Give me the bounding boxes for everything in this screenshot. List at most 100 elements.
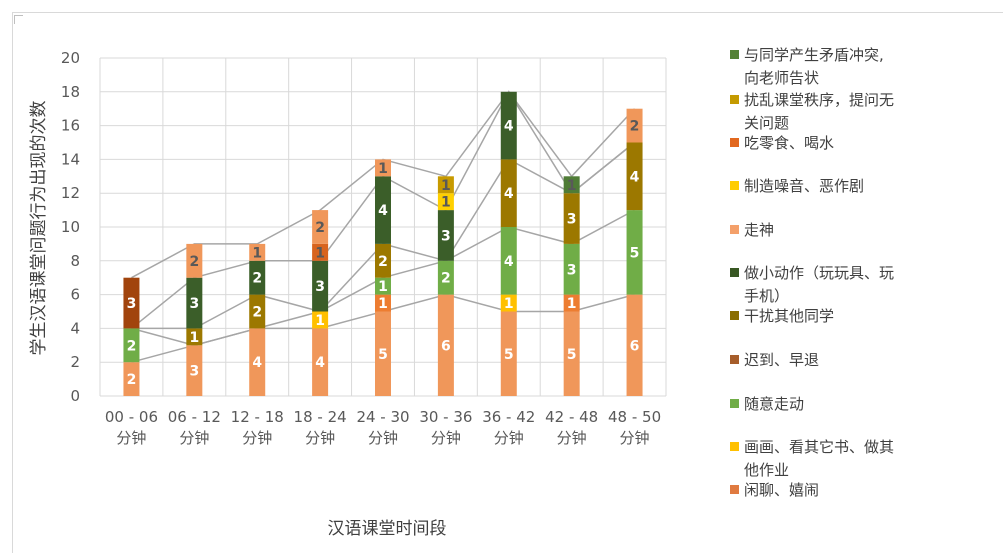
data-label: 1 <box>378 296 388 312</box>
y-tick-label: 10 <box>61 218 80 236</box>
bar-segment <box>437 193 454 211</box>
data-label: 1 <box>378 279 388 295</box>
x-tick-label: 24 - 30 <box>356 408 409 426</box>
data-label: 2 <box>252 271 262 287</box>
y-tick-label: 8 <box>70 252 80 270</box>
bar-segment <box>500 91 517 160</box>
data-label: 3 <box>127 296 137 312</box>
x-tick-label: 00 - 06 <box>105 408 158 426</box>
x-tick-label: 06 - 12 <box>168 408 221 426</box>
data-label: 1 <box>252 245 262 261</box>
legend-label: 迟到、早退 <box>744 351 819 369</box>
chart-frame <box>12 12 1003 553</box>
y-tick-label: 20 <box>61 49 80 67</box>
data-label: 2 <box>127 372 137 388</box>
data-label: 1 <box>441 195 451 211</box>
resize-handle[interactable] <box>14 15 23 24</box>
bar-segment <box>375 311 391 396</box>
data-label: 4 <box>378 203 388 219</box>
y-tick-label: 12 <box>61 184 80 202</box>
y-tick-label: 16 <box>61 117 80 135</box>
bar-segment <box>375 159 391 177</box>
bar-segment <box>186 345 203 396</box>
x-tick-label: 12 - 18 <box>231 408 284 426</box>
data-label: 1 <box>378 161 388 177</box>
bar-segment <box>563 193 580 244</box>
data-label: 5 <box>378 347 388 363</box>
legend-swatch <box>730 485 739 494</box>
bar-segment <box>312 210 329 244</box>
bar-segment <box>563 311 580 396</box>
bar-segment <box>375 176 391 244</box>
legend-label: 他作业 <box>744 461 789 479</box>
data-label: 6 <box>441 338 451 354</box>
data-label: 4 <box>630 169 640 185</box>
bar-segment <box>312 328 329 396</box>
x-tick-label: 36 - 42 <box>482 408 535 426</box>
bar-segment <box>437 260 454 295</box>
legend-label: 制造噪音、恶作剧 <box>744 177 864 195</box>
legend-label: 手机） <box>744 287 789 305</box>
data-label: 4 <box>504 186 514 202</box>
bar-segment <box>500 311 517 396</box>
data-label: 3 <box>567 262 577 278</box>
data-label: 1 <box>567 178 577 194</box>
legend: 与同学产生矛盾冲突, 向老师告状扰乱课堂秩序，提问无关问题吃零食、喝水制造噪音、恶… <box>730 46 894 499</box>
y-axis-title: 学生汉语课堂问题行为出现的次数 <box>29 101 49 356</box>
data-label: 1 <box>441 178 451 194</box>
bar-segment <box>186 243 203 278</box>
legend-swatch <box>730 442 739 451</box>
bar-segment <box>249 260 266 295</box>
x-tick-label: 48 - 50 <box>608 408 661 426</box>
x-tick-label: 分钟 <box>620 429 650 447</box>
data-label: 5 <box>630 245 640 261</box>
data-label: 4 <box>504 254 514 270</box>
bar-segment <box>563 176 580 194</box>
data-label: 2 <box>189 254 199 270</box>
x-tick-label: 18 - 24 <box>294 408 347 426</box>
bar-segment <box>123 362 140 396</box>
legend-swatch <box>730 399 739 408</box>
x-tick-label: 30 - 36 <box>419 408 472 426</box>
data-label: 5 <box>504 347 514 363</box>
y-tick-label: 0 <box>70 387 80 405</box>
bar-segment <box>249 328 266 396</box>
legend-label: 画画、看其它书、做其 <box>744 438 894 456</box>
bar-segment <box>626 108 643 143</box>
bar-segment <box>437 294 454 396</box>
x-tick-label: 分钟 <box>242 429 272 447</box>
x-tick-label: 分钟 <box>431 429 461 447</box>
legend-label: 扰乱课堂秩序，提问无 <box>744 91 894 109</box>
data-label: 5 <box>567 347 577 363</box>
bar-segment <box>375 294 391 312</box>
bar-segment <box>186 328 203 346</box>
bar-segment <box>626 210 643 295</box>
legend-swatch <box>730 50 739 59</box>
y-axis-ticks: 0 2 4 6 8 10 12 14 16 18 20 <box>61 49 80 405</box>
legend-swatch <box>730 225 739 234</box>
x-tick-label: 分钟 <box>305 429 335 447</box>
data-label: 2 <box>127 338 137 354</box>
data-label: 2 <box>378 254 388 270</box>
legend-label: 向老师告状 <box>744 69 819 87</box>
data-label: 4 <box>252 355 262 371</box>
legend-label: 闲聊、嬉闹 <box>744 481 819 499</box>
bar-segment <box>312 260 329 312</box>
data-label: 1 <box>189 330 199 346</box>
x-tick-label: 42 - 48 <box>545 408 598 426</box>
bar-segment <box>249 243 266 261</box>
bar-segment <box>123 277 140 329</box>
y-tick-label: 2 <box>70 353 80 371</box>
bar-segment <box>375 243 391 278</box>
bar-segment <box>437 176 454 194</box>
bar-segment <box>123 328 140 363</box>
y-tick-label: 14 <box>61 150 80 168</box>
legend-swatch <box>730 311 739 320</box>
legend-label: 做小动作（玩玩具、玩 <box>744 264 894 282</box>
data-label: 2 <box>630 119 640 135</box>
x-tick-label: 分钟 <box>179 429 209 447</box>
data-label: 2 <box>252 305 262 321</box>
bar-segment <box>626 142 643 211</box>
legend-label: 吃零食、喝水 <box>744 134 834 152</box>
